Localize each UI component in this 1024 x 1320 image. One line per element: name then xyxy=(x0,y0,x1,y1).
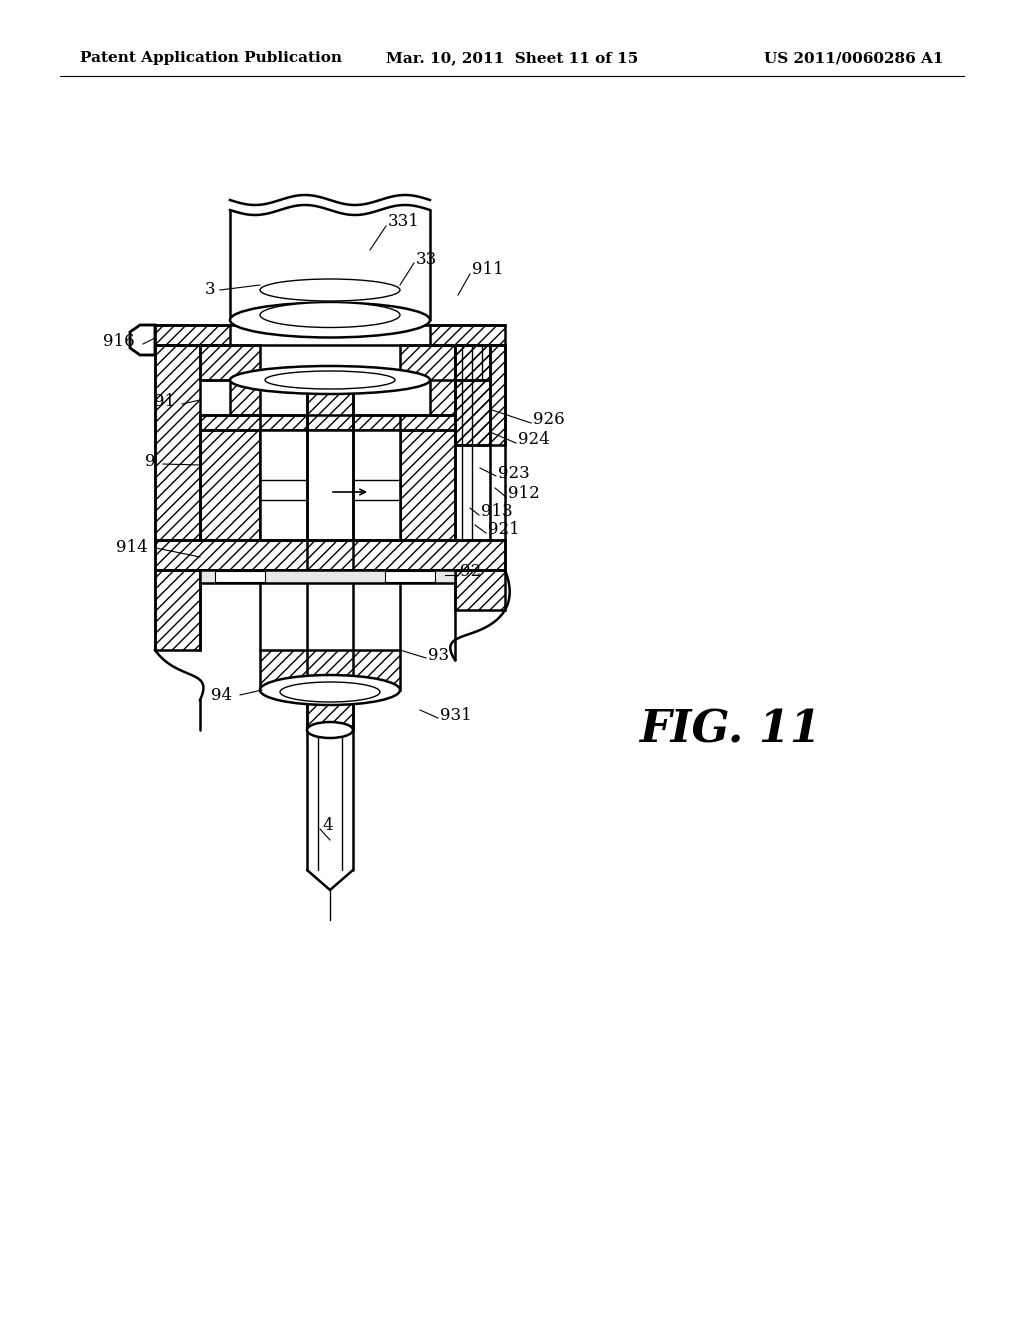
Text: US 2011/0060286 A1: US 2011/0060286 A1 xyxy=(765,51,944,65)
Text: 92: 92 xyxy=(460,564,481,581)
Ellipse shape xyxy=(230,366,430,393)
Ellipse shape xyxy=(265,371,395,389)
Text: 331: 331 xyxy=(388,214,420,231)
Ellipse shape xyxy=(280,682,380,702)
Polygon shape xyxy=(385,572,435,582)
Polygon shape xyxy=(130,325,155,355)
Text: 913: 913 xyxy=(481,503,513,520)
Text: 924: 924 xyxy=(518,432,550,449)
Text: 914: 914 xyxy=(117,540,148,557)
Ellipse shape xyxy=(230,302,430,338)
Text: 9: 9 xyxy=(144,454,155,470)
Text: Patent Application Publication: Patent Application Publication xyxy=(80,51,342,65)
Text: 912: 912 xyxy=(508,486,540,503)
Text: 921: 921 xyxy=(488,521,520,539)
Text: 931: 931 xyxy=(440,706,472,723)
Text: FIG. 11: FIG. 11 xyxy=(639,709,821,751)
Text: 3: 3 xyxy=(205,281,215,298)
Text: 94: 94 xyxy=(211,686,232,704)
Text: 911: 911 xyxy=(472,261,504,279)
Ellipse shape xyxy=(260,279,400,301)
Ellipse shape xyxy=(260,302,400,327)
Polygon shape xyxy=(215,572,265,582)
Ellipse shape xyxy=(307,722,353,738)
Text: 916: 916 xyxy=(103,334,135,351)
Text: 91: 91 xyxy=(154,393,175,411)
Polygon shape xyxy=(200,570,455,583)
Text: 926: 926 xyxy=(534,412,564,429)
Polygon shape xyxy=(260,430,400,540)
Ellipse shape xyxy=(260,675,400,705)
Text: 923: 923 xyxy=(498,465,529,482)
Text: Mar. 10, 2011  Sheet 11 of 15: Mar. 10, 2011 Sheet 11 of 15 xyxy=(386,51,638,65)
Text: 4: 4 xyxy=(322,817,333,834)
Text: 93: 93 xyxy=(428,647,450,664)
Text: 33: 33 xyxy=(416,252,437,268)
